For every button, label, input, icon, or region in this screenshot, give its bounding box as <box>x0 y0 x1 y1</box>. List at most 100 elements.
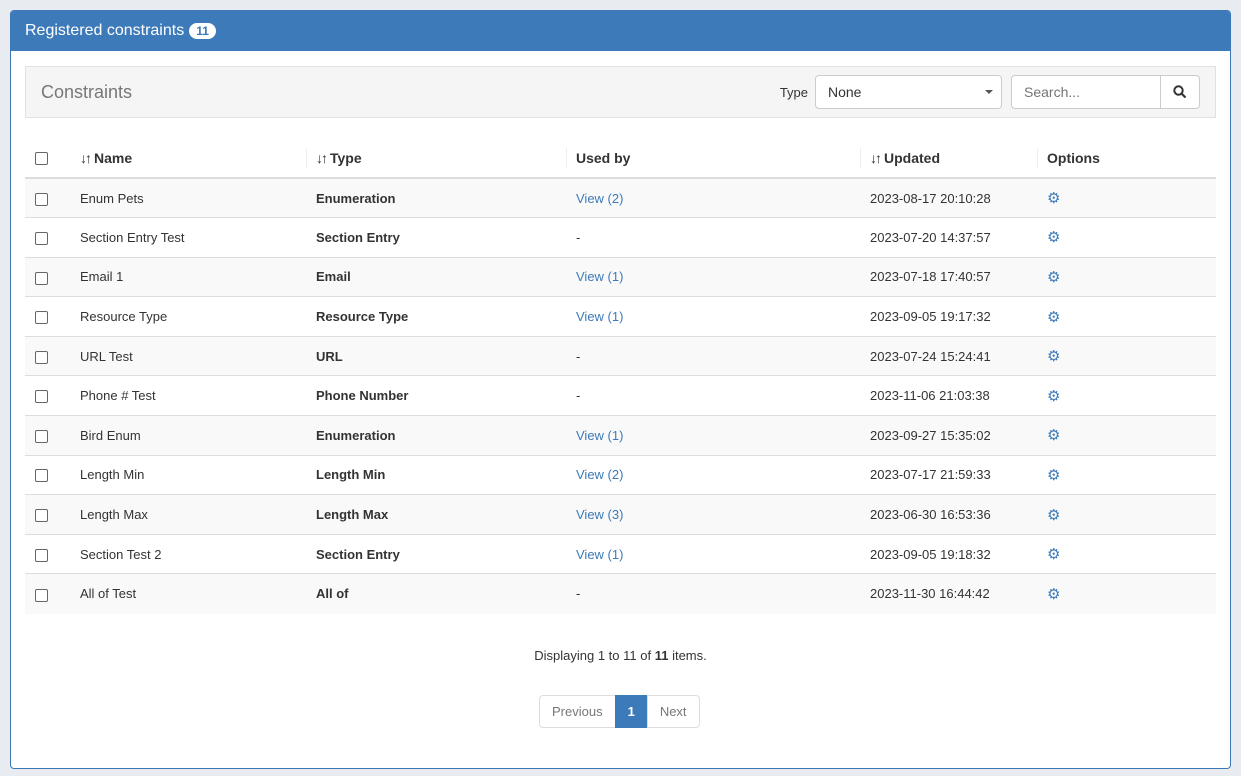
used-by-link[interactable]: View (1) <box>576 427 624 443</box>
used-by-empty: - <box>576 586 581 602</box>
search-group <box>1011 75 1200 109</box>
table-row: Section Entry Test Section Entry - 2023-… <box>25 217 1216 258</box>
row-checkbox[interactable] <box>35 429 48 443</box>
cell-type: Resource Type <box>306 296 566 337</box>
cell-name: All of Test <box>70 573 306 614</box>
gear-icon[interactable]: ⚙ <box>1047 466 1061 484</box>
page-1-button[interactable]: 1 <box>614 695 648 728</box>
used-by-link[interactable]: View (2) <box>576 467 624 483</box>
select-all-checkbox[interactable] <box>35 152 48 166</box>
search-input[interactable] <box>1011 75 1161 109</box>
sort-icon: ↓↑ <box>316 149 328 166</box>
row-checkbox[interactable] <box>35 311 48 325</box>
row-checkbox[interactable] <box>35 588 48 602</box>
cell-type: Email <box>306 256 566 297</box>
table-row: Length Min Length Min View (2) 2023-07-1… <box>25 454 1216 495</box>
sort-type[interactable]: ↓↑ Type <box>306 138 566 179</box>
cell-updated: 2023-07-17 21:59:33 <box>860 454 1037 495</box>
cell-type: Section Entry <box>306 533 566 574</box>
search-button[interactable] <box>1161 75 1200 109</box>
sort-name[interactable]: ↓↑ Name <box>70 138 306 179</box>
header-options: Options <box>1037 138 1216 179</box>
cell-name: Resource Type <box>70 296 306 337</box>
table-row: URL Test URL - 2023-07-24 15:24:41 ⚙ <box>25 335 1216 376</box>
table-row: Enum Pets Enumeration View (2) 2023-08-1… <box>25 178 1216 218</box>
cell-type: Section Entry <box>306 217 566 258</box>
gear-icon[interactable]: ⚙ <box>1047 229 1061 247</box>
row-checkbox[interactable] <box>35 509 48 523</box>
cell-name: Phone # Test <box>70 375 306 416</box>
table-row: Resource Type Resource Type View (1) 202… <box>25 296 1216 337</box>
row-checkbox[interactable] <box>35 231 48 245</box>
row-checkbox[interactable] <box>35 548 48 562</box>
row-checkbox[interactable] <box>35 271 48 285</box>
sort-icon: ↓↑ <box>80 149 92 166</box>
cell-type: All of <box>306 573 566 614</box>
caret-down-icon <box>985 90 993 94</box>
type-select[interactable]: None <box>815 75 1002 109</box>
row-checkbox[interactable] <box>35 350 48 364</box>
cell-updated: 2023-09-27 15:35:02 <box>860 415 1037 456</box>
cell-name: Section Entry Test <box>70 217 306 258</box>
cell-type: Phone Number <box>306 375 566 416</box>
type-select-value: None <box>828 84 862 100</box>
cell-updated: 2023-09-05 19:18:32 <box>860 533 1037 574</box>
row-checkbox[interactable] <box>35 192 48 206</box>
cell-updated: 2023-09-05 19:17:32 <box>860 296 1037 337</box>
row-checkbox[interactable] <box>35 390 48 404</box>
gear-icon[interactable]: ⚙ <box>1047 308 1061 326</box>
header-used-by: Used by <box>566 138 860 179</box>
previous-button[interactable]: Previous <box>539 695 616 728</box>
gear-icon[interactable]: ⚙ <box>1047 506 1061 524</box>
header-updated: Updated <box>884 149 940 166</box>
used-by-link[interactable]: View (3) <box>576 507 624 523</box>
cell-name: Enum Pets <box>80 190 144 206</box>
cell-type: Length Max <box>306 494 566 535</box>
gear-icon[interactable]: ⚙ <box>1047 268 1061 286</box>
sort-icon: ↓↑ <box>870 149 882 166</box>
cell-updated: 2023-08-17 20:10:28 <box>870 190 991 206</box>
cell-updated: 2023-06-30 16:53:36 <box>860 494 1037 535</box>
used-by-link[interactable]: View (1) <box>576 546 624 562</box>
cell-type: Enumeration <box>316 190 396 206</box>
table-row: Phone # Test Phone Number - 2023-11-06 2… <box>25 375 1216 416</box>
gear-icon[interactable]: ⚙ <box>1047 427 1061 445</box>
count-badge: 11 <box>189 23 216 39</box>
table-row: Bird Enum Enumeration View (1) 2023-09-2… <box>25 415 1216 456</box>
row-checkbox[interactable] <box>35 469 48 483</box>
gear-icon[interactable]: ⚙ <box>1047 190 1061 208</box>
cell-name: Length Min <box>70 454 306 495</box>
cell-updated: 2023-07-20 14:37:57 <box>860 217 1037 258</box>
cell-name: Bird Enum <box>70 415 306 456</box>
constraints-table: ↓↑ Name ↓↑ Type Used by ↓↑ Updated Options … <box>25 138 1216 614</box>
cell-type: Length Min <box>306 454 566 495</box>
panel-header: Registered constraints 11 <box>11 11 1230 51</box>
cell-updated: 2023-07-24 15:24:41 <box>860 335 1037 376</box>
sort-updated[interactable]: ↓↑ Updated <box>860 138 1037 179</box>
table-row: Length Max Length Max View (3) 2023-06-3… <box>25 494 1216 535</box>
header-type: Type <box>330 149 362 166</box>
cell-updated: 2023-11-30 16:44:42 <box>860 573 1037 614</box>
header-name: Name <box>94 149 133 166</box>
used-by-link[interactable]: View (2) <box>576 190 624 206</box>
table-row: Email 1 Email View (1) 2023-07-18 17:40:… <box>25 256 1216 297</box>
cell-name: Email 1 <box>70 256 306 297</box>
display-summary: Displaying 1 to 11 of 11 items. <box>534 648 707 663</box>
cell-type: Enumeration <box>306 415 566 456</box>
gear-icon[interactable]: ⚙ <box>1047 348 1061 366</box>
cell-updated: 2023-07-18 17:40:57 <box>860 256 1037 297</box>
gear-icon[interactable]: ⚙ <box>1047 387 1061 405</box>
gear-icon[interactable]: ⚙ <box>1047 585 1061 603</box>
used-by-link[interactable]: View (1) <box>576 269 624 285</box>
used-by-link[interactable]: View (1) <box>576 309 624 325</box>
cell-name: Section Test 2 <box>70 533 306 574</box>
type-label: Type <box>779 84 808 100</box>
gear-icon[interactable]: ⚙ <box>1047 546 1061 564</box>
cell-type: URL <box>306 335 566 376</box>
constraints-panel: Registered constraints 11 Constraints Ty… <box>10 10 1231 769</box>
cell-updated: 2023-11-06 21:03:38 <box>860 375 1037 416</box>
panel-title: Registered constraints <box>25 22 185 39</box>
next-button[interactable]: Next <box>646 695 700 728</box>
search-icon <box>1173 85 1187 99</box>
used-by-empty: - <box>576 229 581 245</box>
